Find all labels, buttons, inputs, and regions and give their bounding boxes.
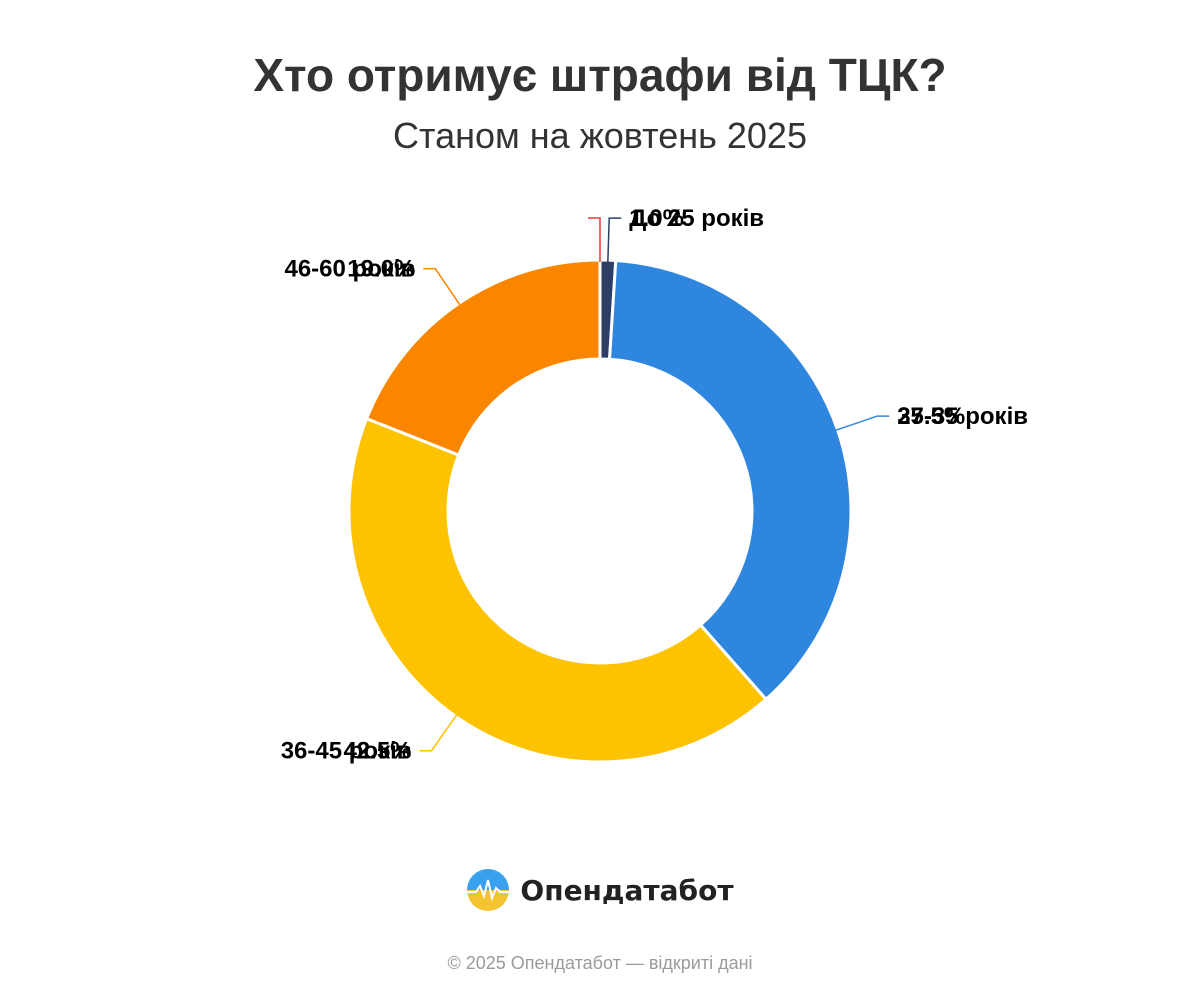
slice-category-label: До 25 років xyxy=(629,205,764,232)
footer-copyright: © 2025 Опендатабот — відкриті дані xyxy=(447,953,753,973)
donut-slice xyxy=(347,417,768,764)
slice-value-label: 19.0% xyxy=(347,256,415,283)
opendatabot-logo-icon xyxy=(467,869,510,911)
slice-value-label: 37.5% xyxy=(897,403,965,430)
brand-name: Опендатабот xyxy=(520,873,734,907)
leader-line xyxy=(607,217,622,263)
chart-title: Хто отримує штрафи від ТЦК? xyxy=(253,49,947,101)
slice-category-label: 46-60 років xyxy=(284,256,415,283)
leader-line xyxy=(419,714,458,752)
leader-line xyxy=(423,267,461,306)
leader-line xyxy=(588,217,601,262)
chart-subtitle: Станом на жовтень 2025 xyxy=(393,115,807,156)
slice-value-label: 42.5% xyxy=(343,738,411,765)
slice-category-label: 36-45 років xyxy=(281,738,412,765)
donut-slice xyxy=(608,258,853,701)
leader-line xyxy=(835,415,890,432)
donut-slice xyxy=(365,258,602,457)
slice-value-label: 1.0% xyxy=(629,205,684,232)
slice-category-label: 25-35 років xyxy=(897,403,1028,430)
brand: Опендатабот xyxy=(0,868,1200,912)
